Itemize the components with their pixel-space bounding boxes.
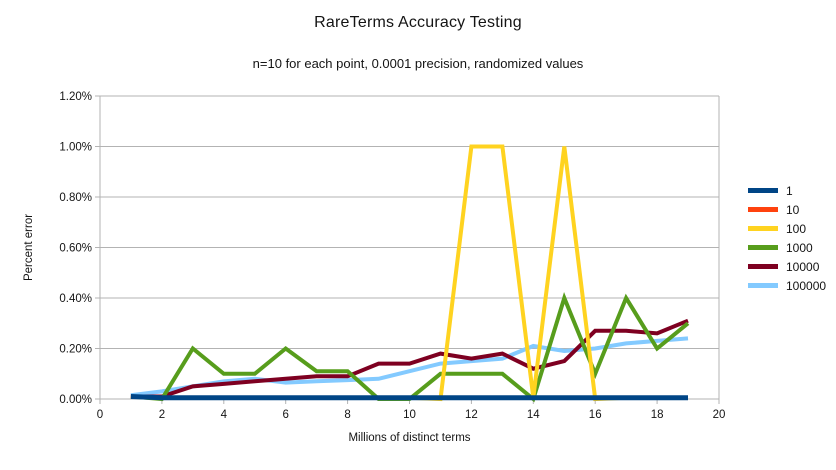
chart-title: RareTerms Accuracy Testing xyxy=(314,14,522,31)
legend-item-1: 1 xyxy=(748,181,826,200)
legend-item-100: 100 xyxy=(748,219,826,238)
legend-label: 10 xyxy=(786,202,800,217)
legend-swatch-10000 xyxy=(748,264,778,269)
legend-label: 100 xyxy=(786,221,807,236)
chart-subtitle: n=10 for each point, 0.0001 precision, r… xyxy=(252,56,584,71)
x-tick-label: 18 xyxy=(651,409,664,421)
legend-swatch-100 xyxy=(748,226,778,231)
y-tick-label: 0.40% xyxy=(59,293,92,305)
legend: 1 10 100 1000 10000 100000 xyxy=(748,181,826,295)
legend-swatch-100000 xyxy=(748,283,778,288)
x-tick-label: 4 xyxy=(221,409,228,421)
y-tick-label: 0.00% xyxy=(59,394,92,406)
y-axis-title: Percent error xyxy=(23,214,35,281)
series-line-10000 xyxy=(130,318,689,399)
x-tick-label: 6 xyxy=(282,409,288,421)
x-tick-label: 2 xyxy=(159,409,165,421)
legend-swatch-10 xyxy=(748,207,778,212)
legend-item-100000: 100000 xyxy=(748,276,826,295)
legend-label: 100000 xyxy=(786,278,827,293)
legend-label: 1 xyxy=(786,183,793,198)
x-tick-label: 14 xyxy=(527,409,540,421)
series-line-1 xyxy=(130,394,688,401)
x-tick-label: 8 xyxy=(344,409,350,421)
series-line-100000 xyxy=(130,336,689,398)
y-tick-label: 1.20% xyxy=(59,91,92,103)
x-axis-title: Millions of distinct terms xyxy=(348,432,470,444)
y-tick-label: 1.00% xyxy=(59,142,92,154)
legend-swatch-1 xyxy=(748,188,778,193)
legend-swatch-1000 xyxy=(748,245,778,250)
y-tick-label: 0.20% xyxy=(59,344,92,356)
legend-item-10: 10 xyxy=(748,200,826,219)
y-tick-label: 0.60% xyxy=(59,243,92,255)
x-tick-label: 10 xyxy=(403,409,416,421)
x-tick-label: 16 xyxy=(589,409,602,421)
x-tick-label: 0 xyxy=(97,409,103,421)
y-tick-label: 0.80% xyxy=(59,192,92,204)
x-tick-label: 20 xyxy=(713,409,726,421)
legend-item-1000: 1000 xyxy=(748,238,826,257)
series-line-100 xyxy=(130,144,688,402)
legend-label: 1000 xyxy=(786,240,813,255)
legend-item-10000: 10000 xyxy=(748,257,826,276)
x-tick-label: 12 xyxy=(465,409,478,421)
legend-label: 10000 xyxy=(786,259,820,274)
